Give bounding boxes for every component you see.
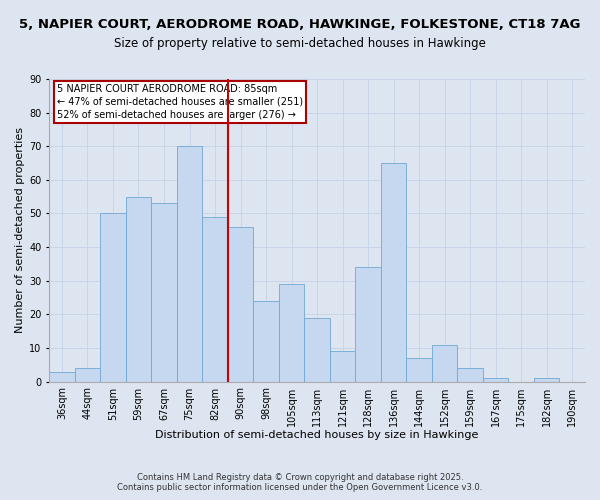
Bar xyxy=(177,146,202,382)
Text: 5, NAPIER COURT, AERODROME ROAD, HAWKINGE, FOLKESTONE, CT18 7AG: 5, NAPIER COURT, AERODROME ROAD, HAWKING… xyxy=(19,18,581,30)
Bar xyxy=(432,344,457,382)
Y-axis label: Number of semi-detached properties: Number of semi-detached properties xyxy=(15,128,25,334)
Bar xyxy=(330,352,355,382)
Text: Size of property relative to semi-detached houses in Hawkinge: Size of property relative to semi-detach… xyxy=(114,38,486,51)
Bar xyxy=(228,227,253,382)
Text: Contains public sector information licensed under the Open Government Licence v3: Contains public sector information licen… xyxy=(118,482,482,492)
Bar xyxy=(355,268,381,382)
Bar xyxy=(253,301,279,382)
Bar xyxy=(483,378,508,382)
X-axis label: Distribution of semi-detached houses by size in Hawkinge: Distribution of semi-detached houses by … xyxy=(155,430,479,440)
Bar xyxy=(49,372,74,382)
Bar xyxy=(457,368,483,382)
Bar xyxy=(381,163,406,382)
Bar xyxy=(100,214,126,382)
Text: 5 NAPIER COURT AERODROME ROAD: 85sqm
← 47% of semi-detached houses are smaller (: 5 NAPIER COURT AERODROME ROAD: 85sqm ← 4… xyxy=(57,84,304,120)
Bar xyxy=(151,204,177,382)
Bar xyxy=(74,368,100,382)
Text: Contains HM Land Registry data © Crown copyright and database right 2025.: Contains HM Land Registry data © Crown c… xyxy=(137,472,463,482)
Bar xyxy=(279,284,304,382)
Bar xyxy=(304,318,330,382)
Bar xyxy=(202,217,228,382)
Bar xyxy=(126,196,151,382)
Bar xyxy=(534,378,559,382)
Bar xyxy=(406,358,432,382)
